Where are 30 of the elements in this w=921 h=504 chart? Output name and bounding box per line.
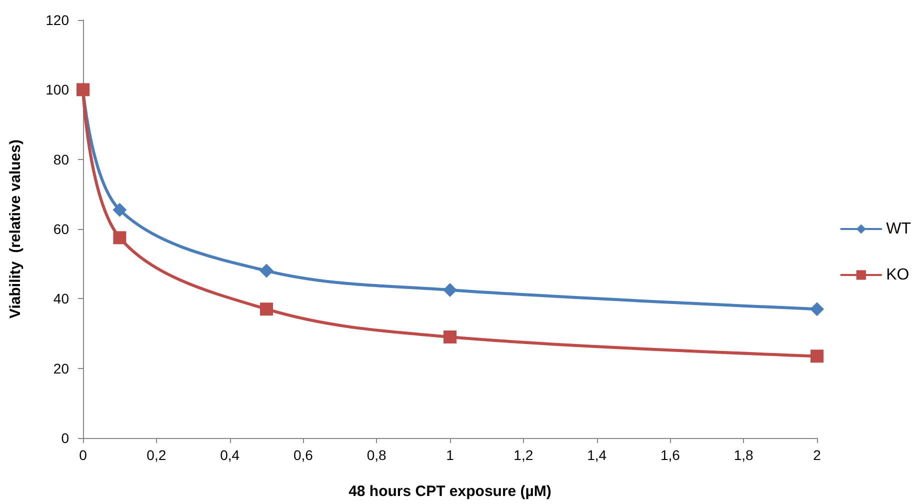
y-tick-label: 100 [46,82,70,98]
point [113,231,126,244]
y-tick-label: 80 [53,151,70,168]
x-tick-label: 1,4 [587,447,607,463]
y-axis-title: Viability (relative values) [7,140,24,318]
y-tick-label: 60 [53,221,70,237]
x-tick-label: 0,8 [366,447,387,463]
point [810,302,824,316]
point [260,264,274,278]
x-tick-label: 0,2 [146,447,166,463]
y-tick-label: 120 [46,12,70,28]
x-tick-label: 0,4 [220,447,240,463]
point [444,330,456,344]
point [112,202,127,217]
legend-label: KO [886,266,910,284]
x-tick-label: 1 [446,447,454,463]
point [443,282,457,297]
x-tick-label: 1,8 [734,447,754,463]
x-tick-label: 1,6 [660,447,680,463]
x-tick-label: 1,2 [514,447,534,463]
y-tick-label: 20 [53,360,70,376]
x-axis-title: 48 hours CPT exposure (µM) [348,483,552,500]
y-tick-label: 40 [53,290,70,307]
x-tick-label: 0,6 [293,447,314,463]
point [810,350,824,363]
x-tick-label: 0 [79,447,88,463]
x-tick-label: 2 [813,447,822,463]
legend-label: WT [886,220,912,238]
point [260,302,273,316]
y-tick-label: 0 [61,430,70,446]
